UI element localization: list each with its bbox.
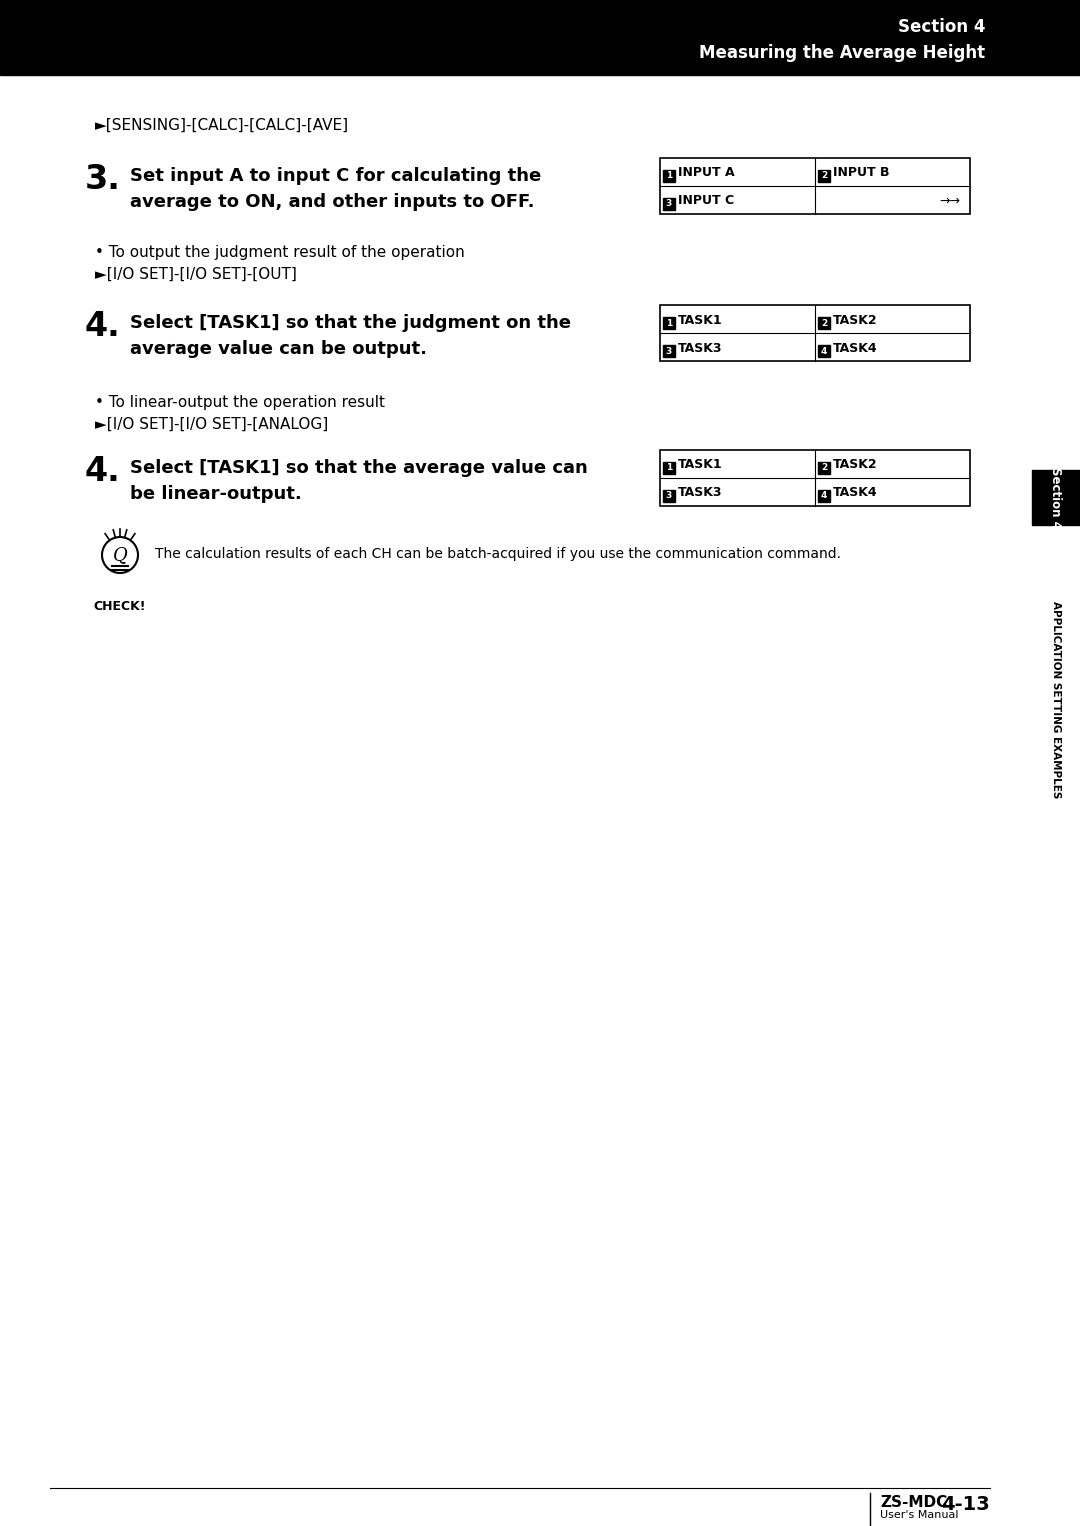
Text: average to ON, and other inputs to OFF.: average to ON, and other inputs to OFF.	[130, 192, 535, 211]
Text: Section 4: Section 4	[897, 18, 985, 37]
Text: 3: 3	[666, 200, 672, 209]
Text: 4: 4	[821, 346, 827, 356]
Text: • To linear-output the operation result: • To linear-output the operation result	[95, 395, 384, 410]
Text: 4.: 4.	[85, 455, 121, 488]
Text: TASK4: TASK4	[833, 342, 878, 354]
Text: INPUT A: INPUT A	[678, 166, 734, 180]
Bar	[663, 345, 675, 357]
Text: average value can be output.: average value can be output.	[130, 340, 427, 359]
Text: Q: Q	[112, 546, 127, 565]
Bar	[663, 169, 675, 182]
Text: Measuring the Average Height: Measuring the Average Height	[699, 44, 985, 63]
Text: be linear-output.: be linear-output.	[130, 485, 301, 504]
Bar	[1032, 470, 1080, 525]
Text: APPLICATION SETTING EXAMPLES: APPLICATION SETTING EXAMPLES	[1051, 601, 1061, 798]
Text: TASK2: TASK2	[833, 313, 878, 327]
Bar	[818, 462, 831, 475]
Text: 1: 1	[666, 464, 672, 473]
Bar	[660, 159, 970, 214]
Text: →→: →→	[939, 194, 960, 208]
Text: TASK1: TASK1	[678, 313, 723, 327]
Text: TASK4: TASK4	[833, 487, 878, 499]
Text: 3.: 3.	[85, 163, 121, 195]
Text: INPUT B: INPUT B	[833, 166, 890, 180]
Text: TASK3: TASK3	[678, 487, 723, 499]
Bar	[818, 317, 831, 330]
Text: 4: 4	[821, 491, 827, 501]
Bar	[660, 450, 970, 507]
Bar	[818, 345, 831, 357]
Text: ►[I/O SET]-[I/O SET]-[OUT]: ►[I/O SET]-[I/O SET]-[OUT]	[95, 267, 297, 282]
Text: 4.: 4.	[85, 310, 121, 343]
Text: 1: 1	[666, 171, 672, 180]
Text: • To output the judgment result of the operation: • To output the judgment result of the o…	[95, 246, 464, 259]
Text: CHECK!: CHECK!	[94, 600, 146, 613]
Bar	[660, 305, 970, 362]
Text: 3: 3	[666, 491, 672, 501]
Text: INPUT C: INPUT C	[678, 194, 734, 208]
Text: 3: 3	[666, 346, 672, 356]
Text: Select [TASK1] so that the judgment on the: Select [TASK1] so that the judgment on t…	[130, 314, 571, 333]
Text: 4-13: 4-13	[942, 1495, 990, 1514]
Text: ►[I/O SET]-[I/O SET]-[ANALOG]: ►[I/O SET]-[I/O SET]-[ANALOG]	[95, 417, 328, 432]
Text: TASK3: TASK3	[678, 342, 723, 354]
Text: 2: 2	[821, 171, 827, 180]
Bar	[818, 169, 831, 182]
Text: Set input A to input C for calculating the: Set input A to input C for calculating t…	[130, 166, 541, 185]
Bar	[663, 198, 675, 211]
Bar	[663, 317, 675, 330]
Text: The calculation results of each CH can be batch-acquired if you use the communic: The calculation results of each CH can b…	[156, 546, 841, 562]
Text: TASK1: TASK1	[678, 458, 723, 472]
Text: ZS-MDC: ZS-MDC	[880, 1495, 947, 1511]
Bar	[818, 490, 831, 502]
Bar	[663, 462, 675, 475]
Text: User's Manual: User's Manual	[880, 1511, 959, 1520]
Bar	[663, 490, 675, 502]
Text: TASK2: TASK2	[833, 458, 878, 472]
Text: 2: 2	[821, 464, 827, 473]
Text: 2: 2	[821, 319, 827, 328]
Text: Select [TASK1] so that the average value can: Select [TASK1] so that the average value…	[130, 459, 588, 478]
Text: Section 4: Section 4	[1050, 467, 1063, 528]
Text: ►[SENSING]-[CALC]-[CALC]-[AVE]: ►[SENSING]-[CALC]-[CALC]-[AVE]	[95, 118, 349, 133]
Text: 1: 1	[666, 319, 672, 328]
Bar	[0, 0, 1080, 75]
